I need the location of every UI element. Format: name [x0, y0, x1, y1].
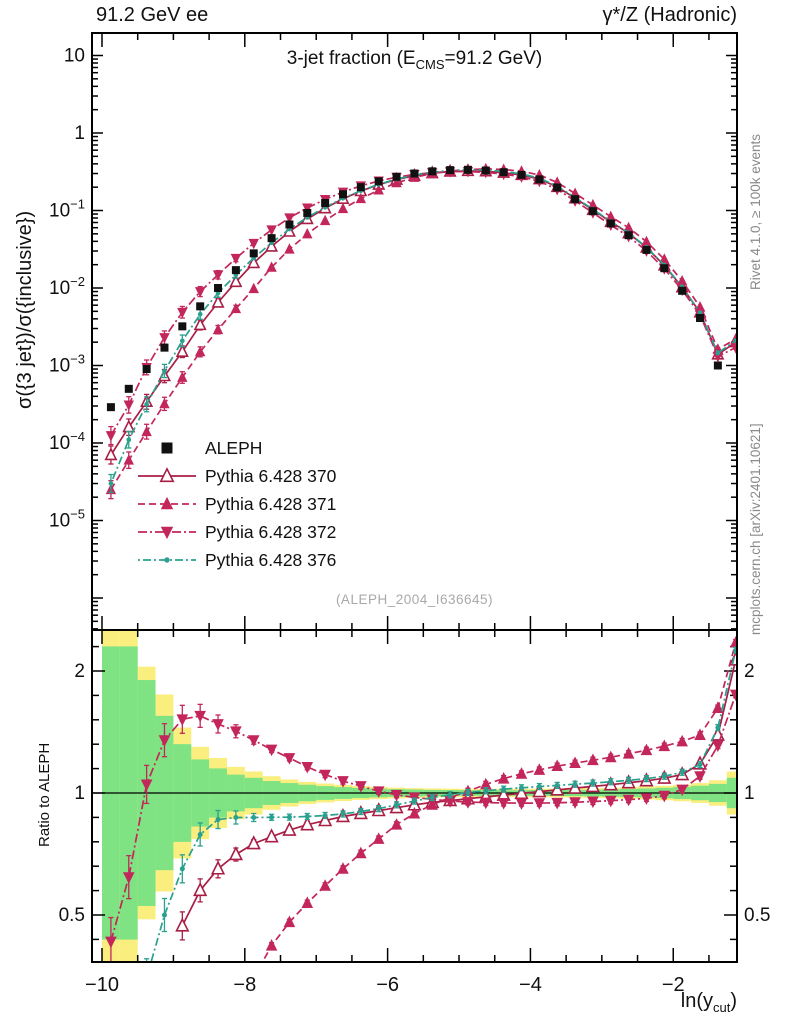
tick-labels: −10 −8 −6 −4 −2 10 1 10−1 10−2 10−3 10−4 10−5 2 2 1 1 0.… — [49, 46, 770, 997]
x-axis-label-pre: ln(y — [680, 990, 713, 1012]
legend-dot-icon — [138, 557, 196, 563]
legend-label: Pythia 6.428 376 — [205, 549, 337, 570]
y-tick-label-ratio-right: 1 — [744, 783, 755, 804]
analysis-id-watermark: (ALEPH_2004_I636645) — [335, 592, 494, 607]
legend-label: Pythia 6.428 371 — [205, 493, 337, 514]
plot-title-pre: 3-jet fraction (E — [286, 48, 416, 69]
plot-title-sub: CMS — [415, 56, 445, 72]
series-ratio-pythia-6-428-371 — [261, 635, 737, 962]
x-tick-label: −2 — [662, 974, 685, 996]
y-tick-label-main: 1 — [74, 123, 85, 144]
legend-triangle-up-icon — [138, 496, 196, 510]
legend-square-icon — [161, 442, 173, 454]
x-axis-label-sub: cut — [712, 1000, 731, 1015]
legend-item-pythia-6-428-376: Pythia 6.428 376 — [136, 546, 336, 574]
y-tick-label-ratio-right: 0.5 — [744, 905, 770, 926]
series-ratio-pythia-6-428-376 — [144, 646, 737, 962]
y-tick-label-main: 10−2 — [49, 274, 85, 299]
y-tick-label-ratio-right: 2 — [744, 661, 755, 682]
process-label: γ*/Z (Hadronic) — [602, 4, 737, 26]
x-axis-label-post: ) — [730, 990, 737, 1012]
x-axis-label: ln(ycut) — [92, 990, 737, 1015]
beam-energy-label: 91.2 GeV ee — [96, 4, 209, 26]
plot-title: 3-jet fraction (ECMS=91.2 GeV) — [92, 48, 737, 72]
legend-label: ALEPH — [205, 437, 263, 458]
y-tick-label-ratio-left: 2 — [74, 661, 85, 682]
uncertainty-bands — [92, 630, 737, 962]
legend-item-pythia-6-428-370: Pythia 6.428 370 — [136, 462, 336, 490]
y-axis-label-ratio: Ratio to ALEPH — [36, 742, 53, 848]
y-tick-label-main: 10−3 — [49, 352, 85, 377]
legend-triangle-open-icon — [138, 467, 196, 483]
plot-title-post: =91.2 GeV) — [444, 48, 543, 69]
legend: ALEPH Pythia 6.428 370 Pythia 6.428 371 Pyt… — [136, 434, 336, 574]
y-tick-label-main: 10−4 — [49, 429, 85, 454]
y-axis-label-main: σ({3 jet})/σ({inclusive}) — [14, 210, 36, 410]
ratio-panel-frame — [91, 629, 738, 963]
series-top-aleph — [106, 165, 722, 412]
x-tick-label: −10 — [85, 974, 119, 996]
legend-triangle-down-icon — [138, 526, 196, 540]
series-ratio-pythia-6-428-372 — [105, 689, 737, 962]
legend-label: Pythia 6.428 370 — [205, 465, 337, 486]
x-tick-label: −6 — [376, 974, 399, 996]
legend-item-aleph: ALEPH — [136, 434, 336, 462]
y-tick-label-ratio-left: 1 — [74, 783, 85, 804]
x-tick-label: −4 — [519, 974, 542, 996]
legend-item-pythia-6-428-371: Pythia 6.428 371 — [136, 490, 336, 518]
rivet-version-note: Rivet 4.1.0, ≥ 100k events — [748, 134, 763, 290]
y-tick-label-main: 10 — [64, 46, 85, 67]
legend-item-pythia-6-428-372: Pythia 6.428 372 — [136, 518, 336, 546]
y-tick-label-main: 10−5 — [49, 507, 85, 532]
y-tick-label-ratio-left: 0.5 — [59, 905, 85, 926]
y-tick-label-main: 10−1 — [49, 197, 85, 222]
mcplots-source-note: mcplots.cern.ch [arXiv:2401.10621] — [748, 423, 763, 635]
ratio-panel-series — [105, 635, 737, 962]
x-tick-label: −8 — [233, 974, 256, 996]
legend-label: Pythia 6.428 372 — [205, 521, 337, 542]
